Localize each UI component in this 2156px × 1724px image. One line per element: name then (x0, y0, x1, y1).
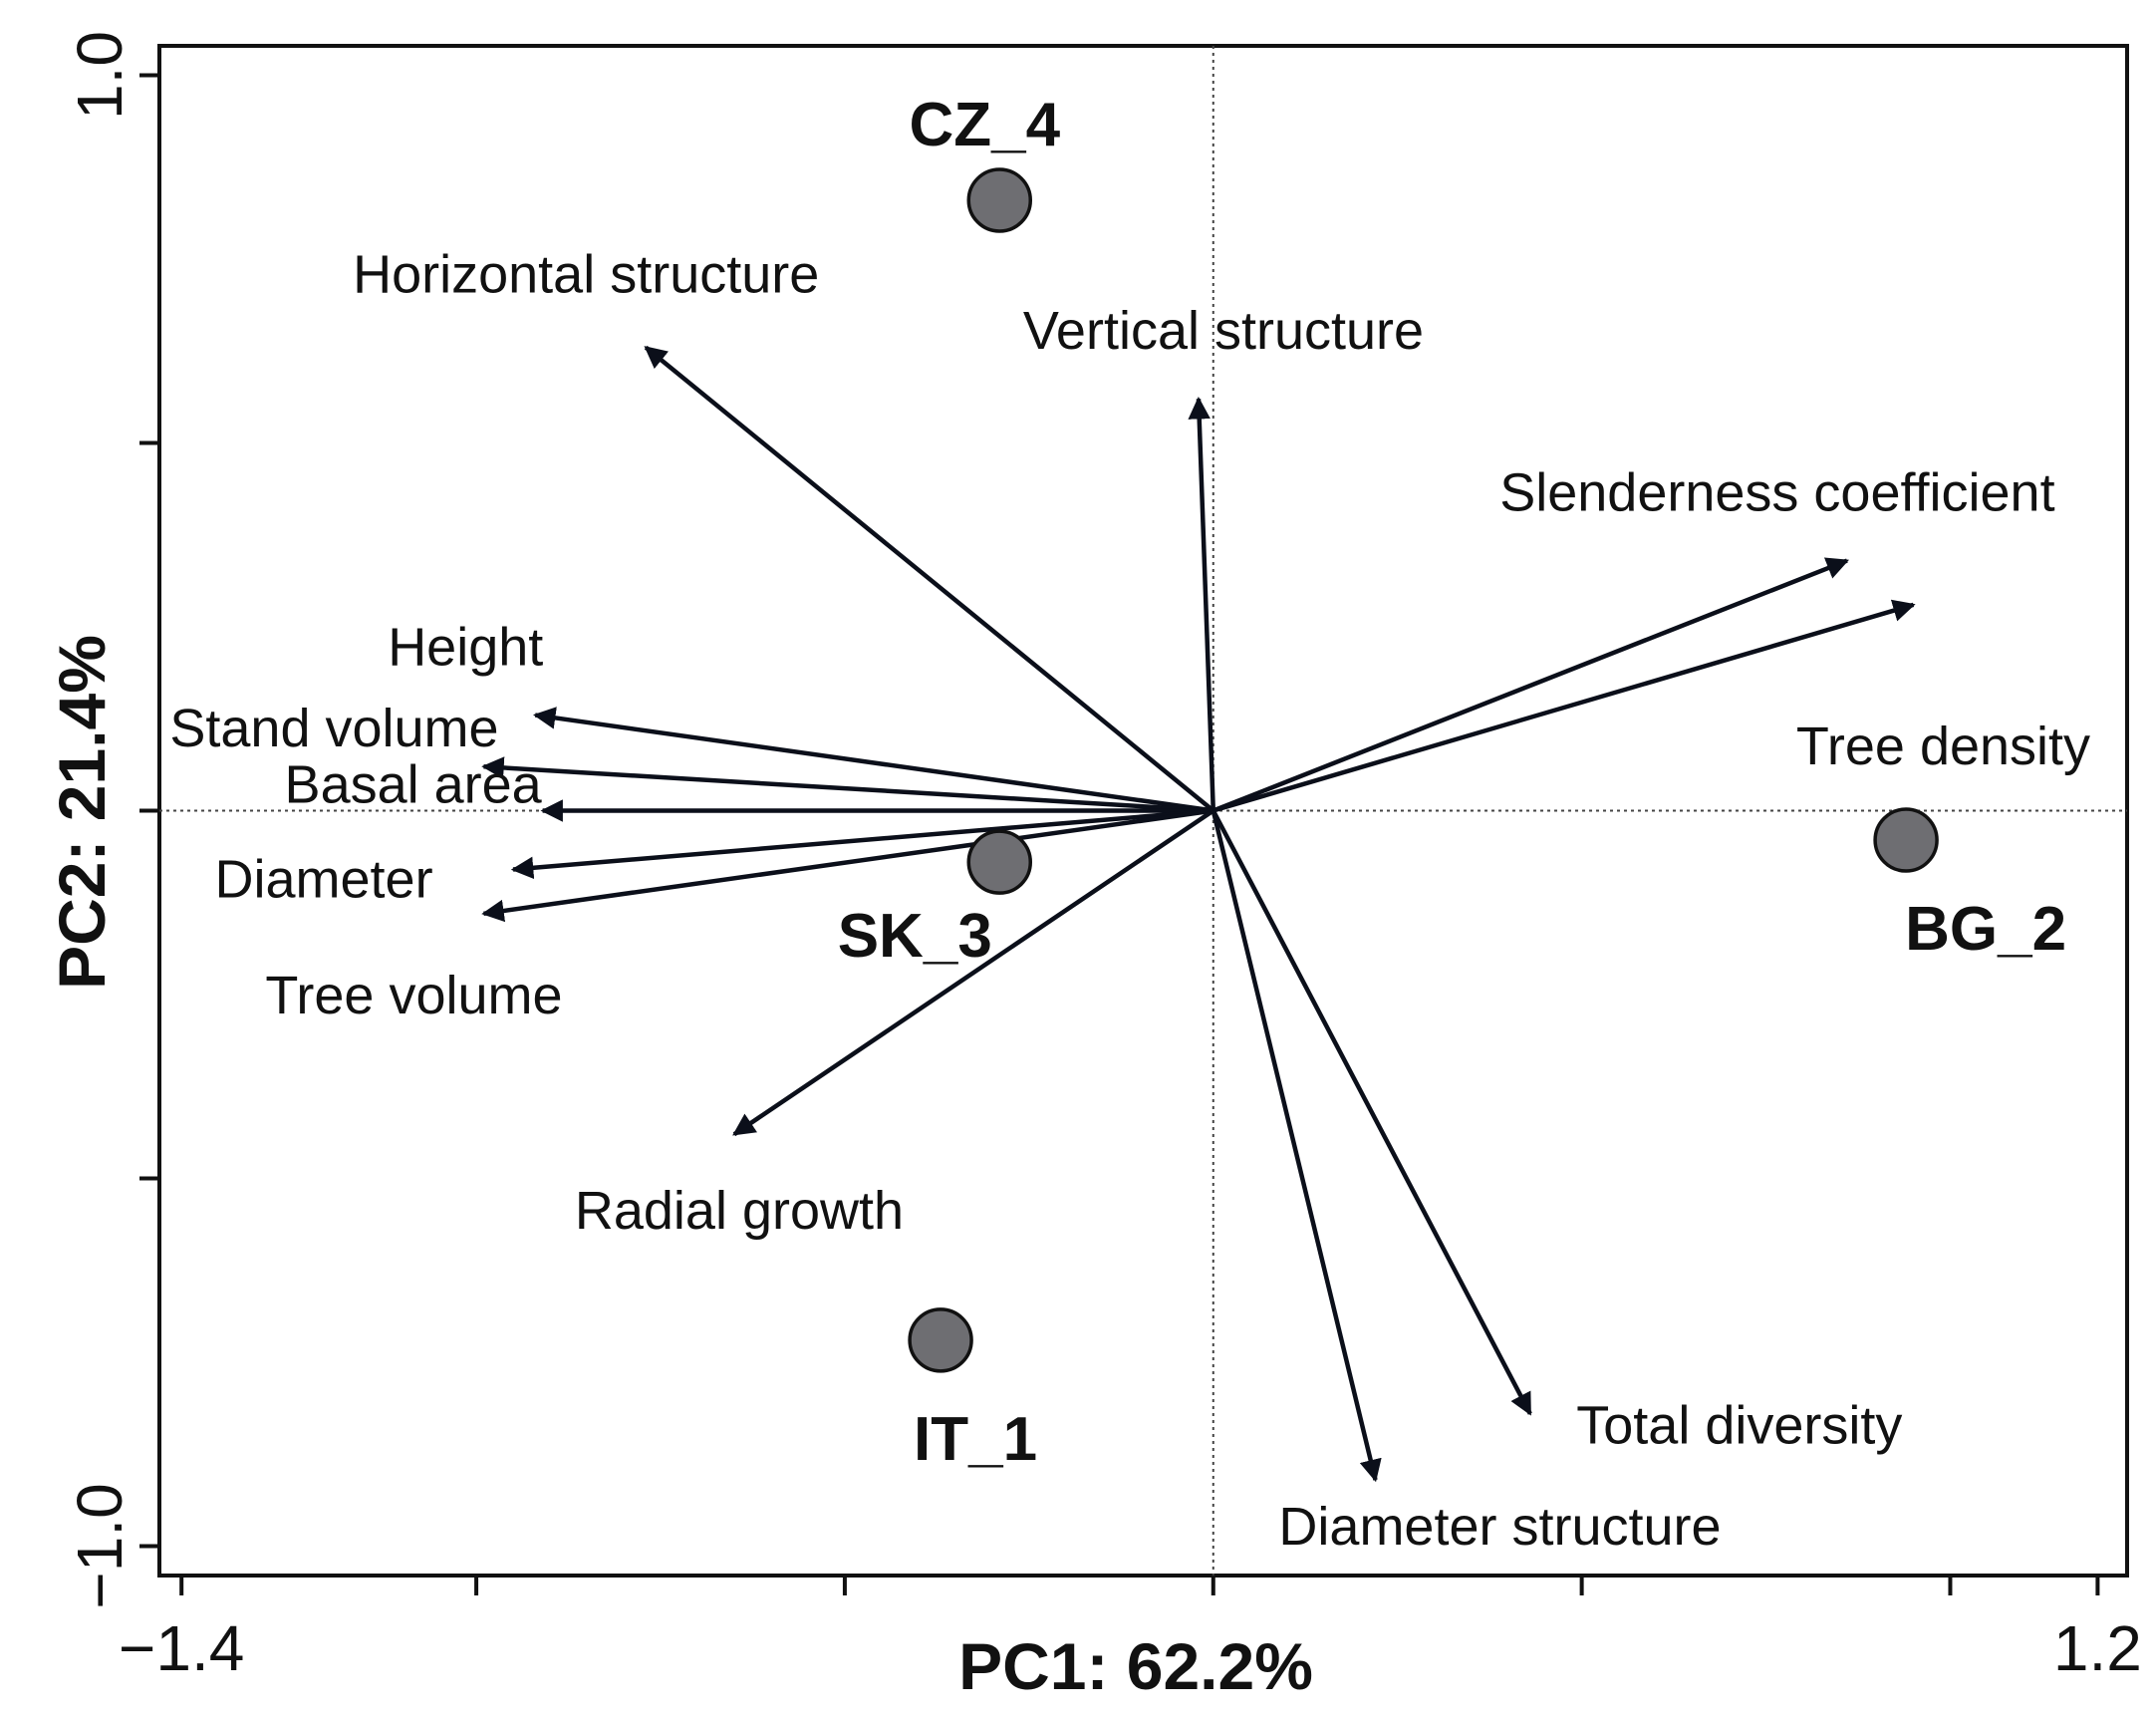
y-axis-ticks: −1.0 1.0 (64, 31, 159, 1609)
variable-label: Slenderness coefficient (1499, 463, 2054, 523)
site-point (1873, 807, 1939, 873)
variable-arrow (732, 808, 1215, 1137)
site-points: CZ_4 SK_3 IT_1 BG_2 (838, 91, 2066, 1474)
variable-arrow (1211, 809, 1532, 1416)
x-tick-label: −1.4 (119, 1612, 244, 1684)
variable-label: Diameter structure (1278, 1497, 1721, 1557)
variable-label: Height (388, 618, 543, 678)
site-label: CZ_4 (909, 91, 1060, 159)
variable-label: Vertical structure (1023, 301, 1424, 361)
x-axis-title: PC1: 62.2% (958, 1629, 1313, 1703)
variable-arrows: Horizontal structure Vertical structure Sl… (169, 245, 2090, 1557)
site-point (966, 167, 1033, 233)
variable-arrow (1213, 599, 1916, 813)
y-axis-title: PC2: 21.4% (45, 635, 119, 990)
x-axis-ticks: −1.4 1.2 (119, 1576, 2142, 1684)
variable-label: Total diversity (1576, 1396, 1902, 1456)
variable-arrow (533, 707, 1214, 813)
variable-arrow (481, 756, 1213, 813)
site-label: IT_1 (914, 1405, 1037, 1474)
variable-label: Tree density (1796, 717, 2090, 776)
variable-label: Horizontal structure (353, 245, 819, 305)
variable-arrow (1211, 809, 1382, 1483)
site-label: BG_2 (1905, 895, 2066, 964)
y-tick-label: −1.0 (64, 1483, 135, 1608)
variable-arrow (481, 808, 1214, 923)
variable-arrow (644, 345, 1215, 813)
variable-label: Tree volume (265, 966, 562, 1025)
site-point (966, 829, 1033, 895)
variable-arrow (1188, 396, 1216, 811)
variable-label: Diameter (215, 850, 433, 910)
variable-label: Basal area (285, 755, 543, 815)
x-tick-label: 1.2 (2053, 1612, 2142, 1684)
site-label: SK_3 (838, 902, 992, 971)
variable-label: Radial growth (575, 1181, 904, 1241)
site-point (908, 1307, 973, 1373)
y-tick-label: 1.0 (64, 31, 135, 120)
variable-label: Stand volume (169, 699, 498, 758)
variable-arrow (510, 808, 1213, 880)
variable-arrow (1212, 557, 1850, 813)
